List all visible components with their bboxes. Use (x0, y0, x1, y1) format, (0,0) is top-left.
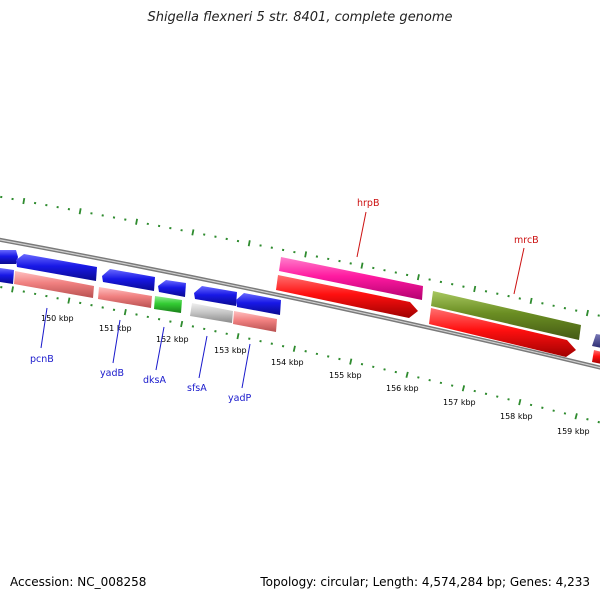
gene-feature-blue[interactable] (16, 254, 97, 281)
minor-tick (529, 403, 533, 407)
minor-tick (417, 376, 420, 379)
tick-label: 156 kbp (386, 384, 419, 393)
minor-tick (586, 417, 589, 421)
gene-feature-sfsA[interactable] (190, 303, 233, 323)
minor-tick (507, 398, 510, 401)
tick-label: 157 kbp (443, 398, 476, 407)
major-tick (574, 413, 578, 420)
major-tick (22, 197, 26, 205)
leader-line-hrpB (356, 211, 367, 258)
gene-feature-navy[interactable] (592, 334, 600, 348)
tick-label: 159 kbp (557, 427, 590, 436)
major-tick (461, 385, 466, 392)
gene-feature-yadP[interactable] (233, 311, 277, 332)
major-tick (67, 297, 71, 304)
tick-label: 153 kbp (214, 346, 247, 355)
gene-feature-blue[interactable] (0, 268, 14, 284)
tick-label: 151 kbp (99, 324, 132, 333)
minor-tick (597, 420, 600, 424)
minor-tick (214, 330, 217, 333)
gene-feature-blue[interactable] (236, 293, 281, 315)
major-tick (123, 309, 127, 316)
leader-line-dksA (155, 326, 165, 371)
minor-tick (304, 350, 307, 353)
minor-tick (541, 406, 544, 410)
major-tick (78, 208, 82, 215)
major-tick (518, 398, 522, 406)
minor-tick (383, 368, 386, 371)
major-tick (135, 218, 138, 225)
leader-line-sfsA (198, 335, 208, 379)
gene-label-mrcB[interactable]: mrcB (514, 235, 539, 246)
leader-line-mrcB (513, 247, 525, 295)
gene-feature-hrpB[interactable] (279, 257, 423, 300)
gene-label-dksA[interactable]: dksA (143, 375, 166, 386)
gene-feature-red[interactable] (429, 308, 576, 357)
major-tick (191, 229, 195, 236)
feature-track-lower (0, 268, 600, 364)
minor-tick (259, 339, 262, 343)
gene-feature-red[interactable] (592, 350, 600, 364)
backbone-highlight (0, 239, 600, 369)
lower-tick-ring (0, 286, 600, 424)
major-tick (247, 240, 251, 247)
major-tick (349, 358, 353, 365)
upper-tick-ring (0, 195, 600, 317)
gene-feature-blue[interactable] (194, 286, 237, 306)
major-tick (304, 251, 308, 258)
gene-labels: pcnB yadB dksA sfsA yadP hrpB mrcB (30, 198, 539, 404)
major-tick (473, 285, 477, 293)
major-tick (292, 345, 296, 352)
minor-tick (552, 409, 555, 412)
gene-feature-dksA[interactable] (154, 296, 182, 313)
minor-tick (462, 285, 465, 288)
minor-tick (428, 378, 431, 382)
major-tick (236, 333, 240, 340)
major-tick (180, 320, 184, 328)
gene-feature-blue[interactable] (102, 269, 155, 291)
gene-label-hrpB[interactable]: hrpB (357, 198, 379, 209)
major-tick (416, 274, 420, 281)
leader-line-yadP (241, 343, 251, 389)
gene-leader-lines (40, 211, 525, 389)
gene-label-yadB[interactable]: yadB (100, 368, 124, 379)
major-tick (11, 286, 14, 293)
tick-label: 150 kbp (41, 314, 74, 323)
leader-line-pcnB (40, 307, 48, 349)
tick-label: 155 kbp (329, 371, 362, 380)
minor-tick (473, 389, 476, 393)
minor-tick (563, 412, 567, 415)
genome-summary-text: Topology: circular; Length: 4,574,284 bp… (260, 575, 590, 589)
accession-text: Accession: NC_008258 (10, 575, 147, 589)
tick-label: 158 kbp (500, 412, 533, 421)
tick-labels: 150 kbp 151 kbp 152 kbp 153 kbp 154 kbp … (41, 314, 590, 436)
leader-line-yadB (112, 319, 121, 364)
feature-track-upper (0, 250, 600, 348)
gene-label-sfsA[interactable]: sfsA (187, 383, 207, 394)
minor-tick (338, 357, 341, 361)
major-tick (360, 262, 364, 269)
minor-tick (372, 365, 375, 369)
tick-label: 152 kbp (156, 335, 189, 344)
major-tick (405, 371, 409, 378)
backbone-line (0, 237, 600, 370)
gene-feature-yadB[interactable] (98, 287, 152, 308)
major-tick (585, 309, 589, 317)
gene-feature-red[interactable] (276, 275, 418, 318)
gene-feature-mrcB[interactable] (431, 291, 581, 340)
gene-feature-pcnB[interactable] (14, 271, 94, 298)
gene-label-pcnB[interactable]: pcnB (30, 354, 54, 365)
gene-feature-blue[interactable] (0, 250, 18, 264)
minor-tick (507, 294, 510, 298)
map-title: Shigella flexneri 5 str. 8401, complete … (147, 10, 453, 25)
gene-label-yadP[interactable]: yadP (228, 393, 251, 404)
minor-tick (496, 395, 499, 398)
gene-feature-blue[interactable] (158, 280, 186, 297)
major-tick (529, 297, 533, 304)
minor-tick (450, 384, 454, 387)
tick-label: 154 kbp (271, 358, 304, 367)
